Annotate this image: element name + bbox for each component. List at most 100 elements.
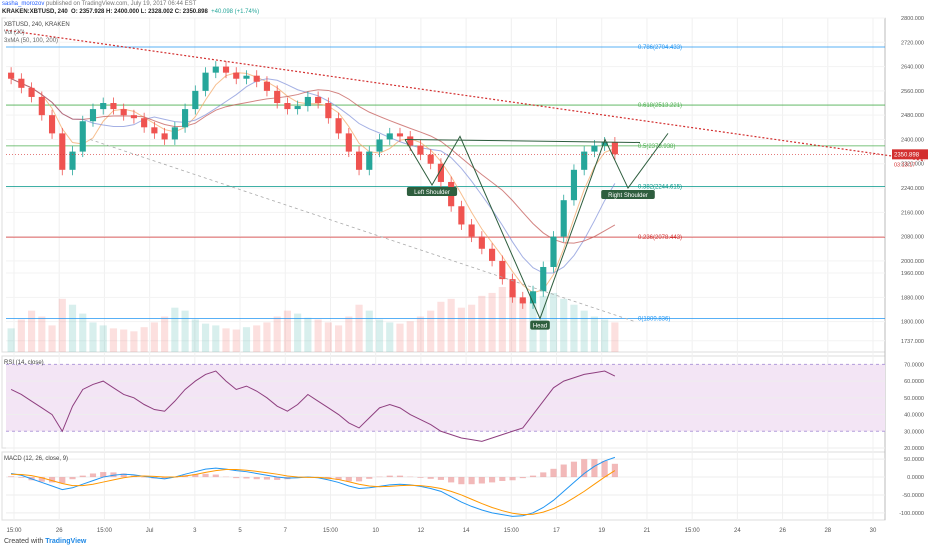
candle — [38, 96, 45, 116]
candle — [151, 127, 158, 134]
x-tick-label: 15:00 — [97, 528, 113, 534]
macd-histogram-bar — [18, 477, 25, 478]
macd-histogram-bar — [233, 477, 240, 479]
volume-bar — [28, 310, 36, 352]
candle — [161, 133, 168, 140]
volume-label: Vol (20) — [4, 30, 25, 36]
x-tick-label: 10 — [372, 528, 379, 534]
author-link[interactable]: sasha_morozov — [2, 1, 45, 7]
volume-bar — [120, 329, 128, 352]
signal-line — [11, 469, 616, 516]
price-tick-label: 1737.000 — [901, 339, 924, 345]
moving-average-line — [10, 72, 616, 294]
macd-title: MACD (12, 26, close, 9) — [4, 456, 68, 462]
volume-bar — [611, 322, 619, 352]
candle — [263, 81, 271, 91]
countdown-timer: 03:13:17 — [894, 162, 915, 168]
macd-histogram-bar — [161, 477, 168, 479]
candle — [560, 200, 567, 237]
tradingview-logo[interactable]: TradingView — [45, 538, 87, 545]
macd-histogram-bar — [100, 472, 107, 478]
x-tick-label: 14 — [463, 528, 470, 534]
macd-histogram-bar — [427, 477, 434, 479]
x-tick-label: 17 — [553, 528, 560, 534]
macd-histogram-bar — [202, 473, 209, 478]
price-tick-label: 2320.000 — [901, 162, 924, 168]
candle — [141, 118, 148, 128]
rsi-title: RSI (14, close) — [4, 360, 44, 366]
volume-bar — [109, 328, 118, 352]
macd-tick-label: -50.0000 — [902, 493, 924, 499]
macd-histogram-bar — [560, 464, 567, 478]
macd-histogram-bar — [478, 477, 485, 484]
candle — [59, 133, 66, 170]
x-tick-label: 21 — [644, 528, 651, 534]
price-tick-label: 2800.000 — [901, 16, 924, 22]
trend-line-support — [89, 139, 636, 323]
price-tick-label: 2080.000 — [901, 235, 924, 241]
x-tick-label: 24 — [734, 528, 741, 534]
ma-label: 3xMA (50, 100, 200) — [4, 38, 58, 44]
volume-bar — [447, 298, 455, 352]
macd-histogram-bar — [335, 477, 342, 480]
macd-histogram-bar — [38, 477, 45, 482]
x-tick-label: 28 — [824, 528, 831, 534]
candle — [581, 151, 588, 170]
fib-level-label: 0(1809.836) — [638, 317, 670, 323]
macd-histogram-bar — [601, 460, 608, 478]
candle — [468, 224, 475, 237]
x-tick-label: 5 — [238, 528, 242, 534]
macd-histogram-bar — [448, 477, 455, 483]
pattern-label: Left Shoulder — [414, 190, 450, 196]
candle — [345, 133, 352, 152]
x-tick-label: 3 — [193, 528, 197, 534]
neckline — [404, 138, 641, 143]
candle — [407, 136, 414, 146]
candle — [417, 145, 424, 155]
candle — [28, 87, 35, 97]
volume-bar — [191, 319, 199, 352]
ohlc-line: KRAKEN:XBTUSD, 240 O: 2357.928 H: 2400.0… — [2, 8, 882, 16]
price-tick-label: 2480.000 — [901, 113, 924, 119]
x-tick-label: 15:00 — [323, 528, 339, 534]
price-tick-label: 2560.000 — [901, 89, 924, 95]
x-tick-label: 26 — [56, 528, 63, 534]
fib-level-label: 0.786(2704.433) — [638, 45, 682, 51]
macd-histogram-bar — [355, 477, 363, 482]
volume-bar — [140, 327, 148, 352]
price-tick-label: 2240.000 — [901, 186, 924, 192]
volume-bar — [488, 292, 496, 352]
price-tick-label: 2640.000 — [901, 65, 924, 71]
macd-histogram-bar — [89, 473, 97, 478]
candle — [182, 109, 189, 128]
volume-bar — [38, 316, 46, 352]
volume-bar — [437, 301, 445, 352]
macd-histogram-bar — [570, 461, 578, 478]
candle — [550, 236, 557, 267]
volume-bar — [171, 307, 179, 352]
pattern-label-box — [530, 320, 550, 330]
candle — [69, 151, 76, 170]
candle — [294, 106, 301, 110]
macd-line — [11, 456, 616, 517]
macd-histogram-bar — [396, 475, 404, 478]
pattern-label-box — [406, 187, 458, 196]
macd-histogram-bar — [366, 477, 373, 479]
volume-bar — [508, 289, 517, 352]
volume-bar — [212, 325, 220, 352]
main-pane-title: XBTUSD, 240, KRAKEN — [4, 22, 70, 28]
macd-tick-label: 50.0000 — [904, 457, 924, 463]
current-price-tag — [892, 149, 928, 160]
volume-bar — [519, 298, 527, 352]
macd-histogram-bar — [263, 477, 271, 480]
current-price-value: 2350.898 — [894, 152, 920, 158]
candle — [427, 154, 434, 164]
candle — [304, 96, 311, 107]
macd-histogram-bar — [540, 472, 547, 478]
macd-histogram-bar — [509, 477, 516, 481]
volume-bar — [570, 304, 578, 352]
macd-histogram-bar — [345, 477, 352, 482]
volume-bar — [232, 329, 240, 352]
candle — [315, 96, 322, 104]
